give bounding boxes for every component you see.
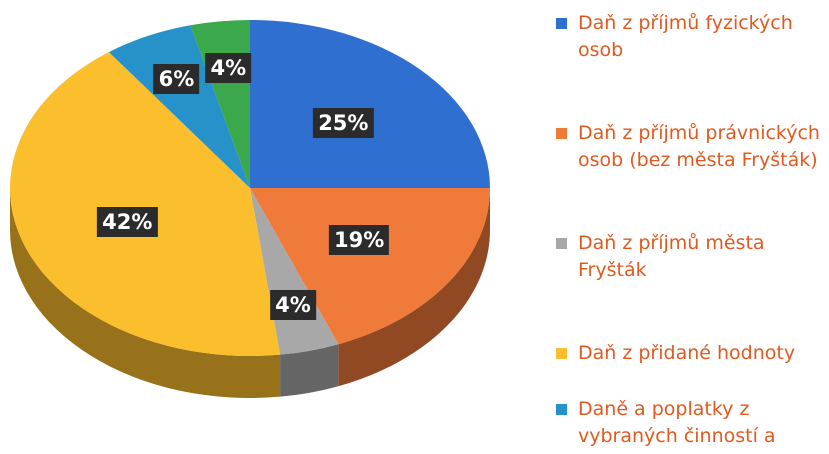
legend-label: Daň z příjmů právnických osob (bez města…	[578, 122, 820, 171]
legend-swatch	[556, 404, 567, 415]
slice-side	[338, 188, 490, 387]
legend-entry: Daně a poplatky z vybraných činností a	[556, 396, 826, 450]
legend-entry: Daň z příjmů města Fryšták	[556, 230, 826, 284]
data-label: 4%	[205, 52, 252, 83]
data-label: 6%	[153, 63, 200, 94]
legend-entry: Daň z příjmů fyzických osob	[556, 10, 826, 64]
legend-entry: Daň z přidané hodnoty	[556, 340, 826, 367]
legend-swatch	[556, 348, 567, 359]
slice	[108, 25, 250, 188]
slice	[250, 20, 490, 188]
slice	[10, 52, 281, 356]
slice	[250, 188, 490, 345]
legend-entry: Daň z příjmů právnických osob (bez města…	[556, 120, 826, 174]
legend-label: Daně a poplatky z vybraných činností a	[578, 398, 776, 447]
data-label: 42%	[97, 207, 158, 237]
slice	[250, 188, 339, 355]
data-label: 19%	[329, 224, 390, 255]
legend-swatch	[556, 18, 567, 29]
slice-side	[10, 188, 281, 399]
data-label: 4%	[270, 290, 316, 321]
legend-label: Daň z příjmů města Fryšták	[578, 232, 765, 281]
legend-swatch	[556, 238, 567, 249]
data-label: 25%	[313, 107, 374, 138]
legend-swatch	[556, 128, 567, 139]
legend-label: Daň z příjmů fyzických osob	[578, 12, 793, 61]
legend-label: Daň z přidané hodnoty	[578, 342, 796, 364]
slice-side	[280, 344, 339, 397]
